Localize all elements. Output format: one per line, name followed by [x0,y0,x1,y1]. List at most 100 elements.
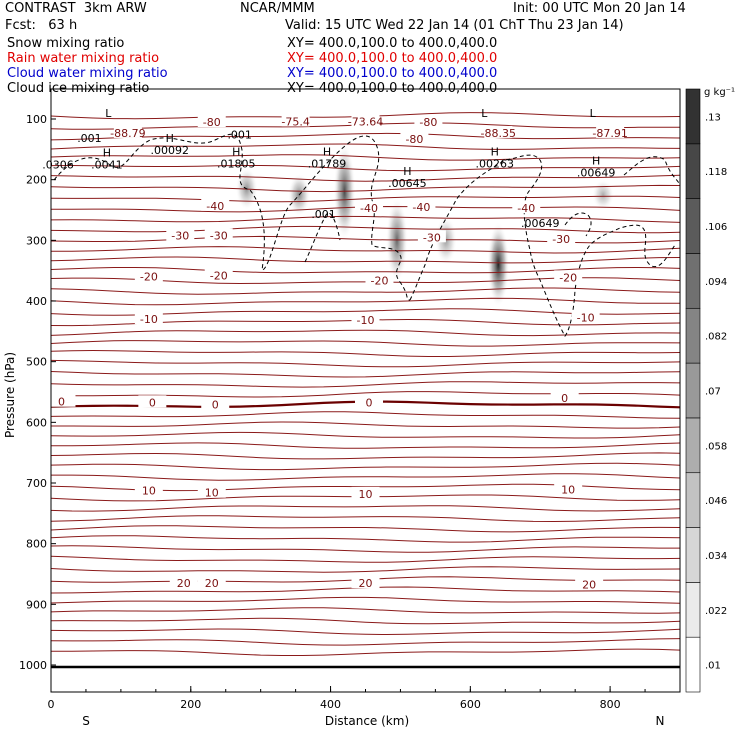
extremum-mark: H [403,165,411,178]
isotherm-line [51,154,680,161]
isotherm-line [51,381,680,388]
isotherm-label-bg [575,577,604,590]
y-tick-label: 900 [26,598,47,611]
colorbar-level-label: .07 [705,387,721,398]
isotherm-line [51,442,680,449]
field-xy-snow: XY= 400.0,100.0 to 400.0,400.0 [287,36,498,51]
colorbar-segment [685,307,701,364]
isotherm-label: 10 [359,488,373,501]
isotherm-line [51,525,680,533]
y-tick-label: 700 [26,477,47,490]
cloud-ice-contour [564,212,592,237]
isotherm-label: 0 [149,396,156,409]
isotherm-label: -30 [423,231,441,244]
isotherm-label: -10 [357,314,375,327]
isotherm-label: 0 [365,396,372,409]
isotherm-label-bg [550,391,579,404]
endpoint-right-label: N [656,714,665,728]
y-axis-label: Pressure (hPa) [3,352,17,438]
isotherm-label: -30 [210,229,228,242]
isotherm-line [51,246,680,254]
isotherm-label-bg [547,232,576,245]
colorbar: .01 .022 .034 .046 .058 .07 .082 .094 .106 .118 .1… [685,88,727,693]
isotherm-label: 0 [561,392,568,405]
cloud-ice-contour [623,156,680,186]
isotherm-label-bg [351,312,380,325]
extremum-value: .00645 [388,177,427,190]
valid-time: Valid: 15 UTC Wed 22 Jan 14 (01 ChT Thu … [285,18,624,33]
colorbar-segment [685,636,701,693]
extremum-mark: H [232,145,240,158]
isotherm-label-bg [351,114,380,127]
extremum-mark: H [592,155,600,168]
colorbar-level-label: .058 [705,441,727,452]
isotherm-label: -80 [405,133,423,146]
colorbar-segment [685,472,701,528]
isotherm-line [51,535,680,543]
x-tick-label: 600 [460,698,481,711]
isotherm-label: 20 [582,578,596,591]
colorbar-level-label: .118 [705,167,727,178]
isotherm-line [51,215,680,223]
endpoint-left-label: S [82,714,90,728]
colorbar-segment [685,253,701,309]
isotherm-label-bg [47,394,76,407]
y-tick-label: 400 [26,295,47,308]
isotherm-label: -20 [370,274,388,287]
isotherm-label: -20 [140,271,158,284]
isotherm-line [51,256,680,264]
isotherm-label: -30 [171,229,189,242]
isotherm-label-bg [351,486,380,499]
colorbar-segment [685,362,701,419]
isotherm-line [51,505,680,512]
isotherm-line [51,297,680,306]
extremum-value: .00649 [521,217,560,230]
colorbar-level-label: .034 [705,551,727,562]
isotherm-line [51,648,680,656]
model-title: CONTRAST 3km ARW [5,1,147,16]
isotherm-label-bg [201,198,230,211]
isotherm-line [51,371,680,378]
isotherm-label: 20 [359,577,373,590]
extrema-markers: L.001 H.00092.001H.0041.0306H.01805H.0178… [42,107,615,230]
extremum-value: .0306 [42,159,74,172]
isotherm-label: -40 [360,202,378,215]
y-tick-label: 300 [26,234,47,247]
cloud-ice-contour [53,133,411,301]
isotherm-label-bg [417,230,446,243]
isotherm-label-bg [138,395,167,408]
isotherm-line [51,359,680,368]
isotherm-label-bg [354,201,383,214]
colorbar-level-label: .106 [705,222,727,233]
isotherm-label-bg [166,228,195,241]
isotherm-line [51,164,680,172]
isotherm-label: 10 [142,484,156,497]
colorbar-segment [685,198,701,254]
isotherm-line [51,287,680,295]
isotherm-line [51,515,680,523]
colorbar-level-label: .13 [705,112,721,123]
isotherm-label-bg [134,269,163,282]
isotherm-line [51,607,680,614]
extremum-value: .01805 [217,157,256,170]
y-tick-label: 500 [26,356,47,369]
isotherm-label-bg [197,576,226,589]
isotherm-label-bg [204,228,233,241]
isotherm-line [51,340,680,347]
extremum-value: .00263 [476,157,515,170]
isotherm-label-bg [414,115,443,128]
x-tick-label: 800 [600,698,621,711]
x-axis-label: Distance (km) [325,714,409,728]
isotherm-label: -88.79 [110,127,145,140]
colorbar-segment [685,88,701,145]
y-tick-label: 200 [26,174,47,187]
isotherm-label: 10 [561,484,575,497]
isotherm-label-bg [204,268,233,281]
init-time: Init: 00 UTC Mon 20 Jan 14 [513,1,686,16]
isotherm-label: -40 [412,201,430,214]
forecast-hour: Fcst: 63 h [5,18,78,33]
isotherm-label-bg [197,115,226,128]
isotherm-label: -73.64 [348,115,383,128]
isotherm-line [51,617,680,625]
